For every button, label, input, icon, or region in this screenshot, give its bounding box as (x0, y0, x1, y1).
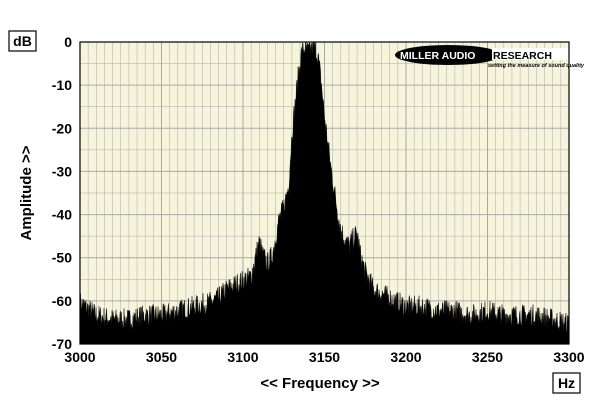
miller-audio-research-logo: MILLER AUDIO RESEARCH setting the measure… (395, 45, 585, 69)
y-unit-box: dB (8, 30, 37, 52)
x-tick-label: 3100 (227, 349, 258, 365)
y-tick-label: 0 (64, 34, 72, 50)
y-axis-title: Amplitude >> (18, 145, 35, 240)
y-tick-label: -40 (52, 207, 72, 223)
x-tick-label: 3250 (472, 349, 503, 365)
y-tick-label: -50 (52, 250, 72, 266)
x-tick-label: 3050 (146, 349, 177, 365)
y-tick-label: -60 (52, 293, 72, 309)
plot-frame (79, 41, 570, 345)
x-unit-label: Hz (558, 375, 575, 391)
x-tick-label: 3300 (553, 349, 584, 365)
x-axis-title: << Frequency >> (260, 375, 379, 392)
x-tick-label: 3000 (64, 349, 95, 365)
y-tick-label: -30 (52, 163, 72, 179)
y-tick-labels: 0 -10 -20 -30 -40 -50 -60 -70 (52, 34, 72, 352)
y-tick-label: -20 (52, 120, 72, 136)
spectrum-trace (79, 41, 570, 345)
y-unit-label: dB (13, 33, 32, 49)
x-tick-labels: 3000 3050 3100 3150 3200 3250 3300 (64, 349, 584, 365)
logo-brand-text: MILLER AUDIO RESEARCH (400, 50, 552, 62)
x-unit-box: Hz (552, 372, 581, 394)
x-tick-label: 3200 (390, 349, 421, 365)
y-tick-label: -70 (52, 336, 72, 352)
x-tick-label: 3150 (309, 349, 340, 365)
logo-tagline: setting the measure of sound quality (488, 63, 585, 69)
spectrum-area (79, 41, 570, 345)
y-tick-label: -10 (52, 77, 72, 93)
